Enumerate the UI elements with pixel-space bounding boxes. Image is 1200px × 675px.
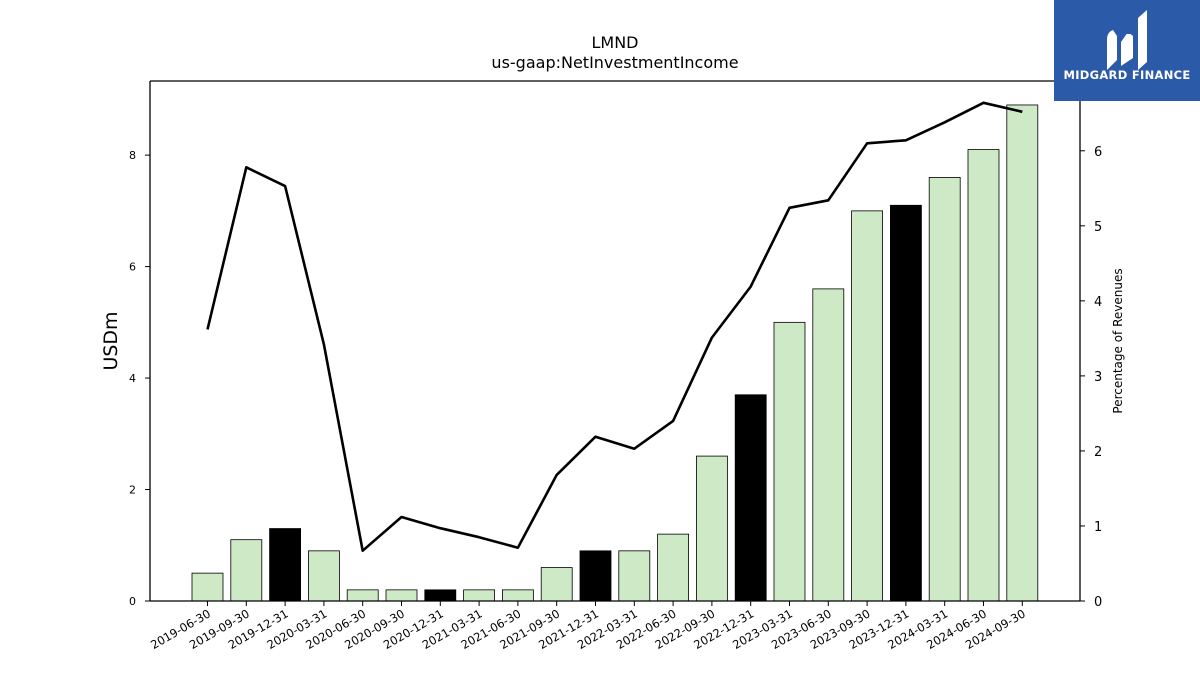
bar-series [191,104,1039,602]
y-tick-label: 0 [129,595,136,608]
bar [890,204,922,602]
line-series [206,101,1023,553]
bar [734,394,767,602]
y-axis-label: USDm [100,311,122,370]
bar [501,589,534,602]
bar [540,567,573,602]
bar [424,589,457,602]
bar [696,455,728,602]
y2-tick-label: 1 [1094,520,1102,535]
bar [967,149,1000,602]
y-tick-label: 8 [129,149,136,162]
logo-name: MIDGARD FINANCE [1063,68,1191,82]
bar [618,550,651,602]
y2-tick-label: 0 [1094,595,1102,610]
y-tick-label: 6 [129,261,136,274]
y2-tick-label: 2 [1094,445,1102,460]
y2-tick-label: 6 [1094,145,1102,160]
y-tick-label: 2 [129,484,136,497]
y2-tick-label: 5 [1094,220,1102,235]
chart-subtitle: us-gaap:NetInvestmentIncome [491,53,738,72]
bar [928,177,961,602]
logo-mark-icon [1107,10,1147,70]
bar [579,550,612,602]
bar [1006,104,1039,602]
bar [385,589,418,602]
y2-tick-label: 3 [1094,370,1102,385]
y-tick-label: 4 [129,372,136,385]
bar [463,589,496,602]
bar [851,210,883,602]
bar [346,589,379,602]
bar [269,528,302,602]
bar [307,550,340,602]
bar [191,572,224,602]
y2-axis-label: Percentage of Revenues [1111,268,1125,413]
bar [773,321,806,602]
midgard-finance-logo: MIDGARD FINANCE [1054,0,1200,101]
chart-title: LMND [591,33,638,52]
bar [812,288,845,602]
y2-tick-label: 4 [1094,295,1102,310]
bar [657,533,689,602]
revenue-share-line [206,101,1023,553]
bar [230,539,263,602]
